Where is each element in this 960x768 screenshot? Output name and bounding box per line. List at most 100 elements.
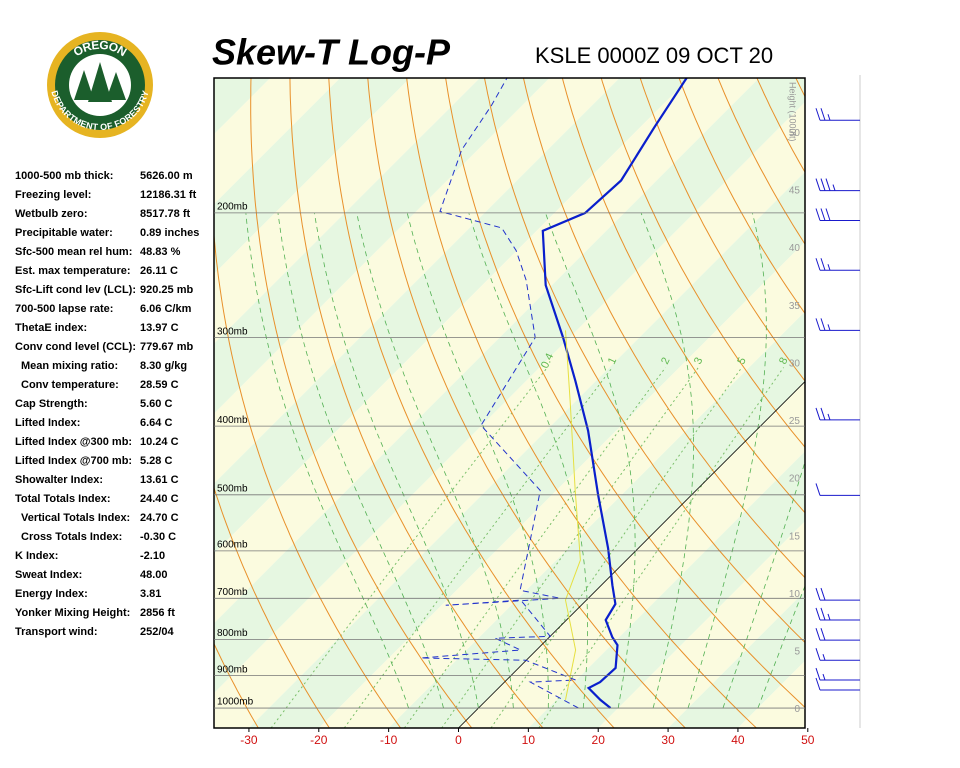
wind-barb <box>815 258 860 271</box>
pressure-label: 800mb <box>217 628 248 639</box>
index-label: Cross Totals Index: <box>21 531 122 543</box>
height-label: 10 <box>789 589 801 600</box>
index-label: Showalter Index: <box>15 474 103 486</box>
isotherm-band <box>248 171 805 728</box>
pressure-label: 700mb <box>217 587 248 598</box>
axes: 0.4 1 2 3 5 8200mb300mb400mb500mb600mb700mb80… <box>214 82 860 747</box>
indices: 1000-500 mb thick: 5626.00 m Freezing leve… <box>15 170 199 638</box>
index-value: 12186.31 ft <box>140 189 197 201</box>
isotherm-band <box>388 311 805 728</box>
mixing-ratio-label: 0.4 <box>539 351 556 370</box>
pressure-label: 1000mb <box>217 697 254 708</box>
index-label: Lifted Index: <box>15 417 80 429</box>
pressure-label: 900mb <box>217 664 248 675</box>
index-value: 10.24 C <box>140 436 179 448</box>
index-label: Sfc-Lift cond lev (LCL): <box>15 284 136 296</box>
isotherm-band <box>598 521 805 728</box>
dry-adiabat <box>872 75 960 728</box>
wind-barb <box>815 677 860 691</box>
index-label: Vertical Totals Index: <box>21 512 130 524</box>
pressure-label: 200mb <box>217 202 248 213</box>
pressure-label: 400mb <box>217 415 248 426</box>
index-value: 26.11 C <box>140 265 178 277</box>
height-label: 30 <box>789 358 801 369</box>
index-label: Est. max temperature: <box>15 265 131 277</box>
index-value: 8.30 g/kg <box>140 360 187 372</box>
wind-feathers <box>815 108 831 121</box>
dry-adiabat <box>600 78 805 448</box>
wind-barb <box>815 407 860 421</box>
temperature-label: 10 <box>522 733 536 747</box>
index-value: 8517.78 ft <box>140 208 190 220</box>
wind-barb <box>815 208 860 222</box>
height-label: 40 <box>789 243 801 254</box>
mixing-ratio-label: 2 <box>659 356 672 367</box>
dry-adiabat <box>678 78 805 315</box>
isotherm-band <box>214 78 805 694</box>
index-label: Transport wind: <box>15 626 98 638</box>
index-label: Freezing level: <box>15 189 91 201</box>
pressure-label: 300mb <box>217 326 248 337</box>
wind-barb <box>815 178 860 192</box>
index-value: 5.28 C <box>140 455 172 467</box>
wind-feathers <box>815 407 831 421</box>
index-value: 6.06 C/km <box>140 303 192 315</box>
dry-adiabat <box>522 78 805 579</box>
index-value: 3.81 <box>140 588 161 600</box>
chart-title: Skew-T Log-P <box>212 32 451 73</box>
wind-barb <box>815 318 860 331</box>
index-value: 0.89 inches <box>140 227 199 239</box>
temperature-label: 50 <box>801 733 815 747</box>
dry-adiabat <box>911 75 960 728</box>
index-value: -0.30 C <box>140 531 176 543</box>
index-value: 779.67 mb <box>140 341 193 353</box>
profile-line <box>564 330 581 700</box>
mixing-ratio-line <box>270 367 548 728</box>
mixing-ratio-line <box>538 367 785 728</box>
index-label: ThetaE index: <box>15 322 87 334</box>
mixing-ratio-line <box>441 367 699 728</box>
wind-barb <box>815 587 860 601</box>
wind-barb <box>815 667 860 681</box>
index-label: Sfc-500 mean rel hum: <box>15 246 132 258</box>
height-label: 15 <box>789 531 801 542</box>
moist-adiabat <box>468 213 588 709</box>
mixing-ratio-label: 3 <box>692 356 705 367</box>
temperature-label: 0 <box>455 733 462 747</box>
moist-adiabat <box>640 213 694 709</box>
isotherm-band <box>318 241 805 728</box>
wind-feathers <box>815 483 821 496</box>
moist-adiabat <box>314 213 479 709</box>
dry-adiabat <box>483 78 805 644</box>
wind-feathers <box>815 208 831 221</box>
logo: OREGON DEPARTMENT OF FORESTRY <box>47 32 153 138</box>
index-label: Conv temperature: <box>21 379 119 391</box>
temperature-label: -20 <box>310 733 328 747</box>
pressure-label: 600mb <box>217 540 248 551</box>
index-label: Total Totals Index: <box>15 493 111 505</box>
index-value: 2856 ft <box>140 607 175 619</box>
mixing-ratio-label: 8 <box>777 356 790 367</box>
index-label: Sweat Index: <box>15 569 82 581</box>
logo-top-text: OREGON <box>71 38 129 59</box>
index-value: 5626.00 m <box>140 170 193 182</box>
index-value: 28.59 C <box>140 379 179 391</box>
index-label: Precipitable water: <box>15 227 113 239</box>
logo-top: OREGON <box>71 38 129 59</box>
dry-adiabat <box>717 78 805 246</box>
pressure-label: 500mb <box>217 483 248 494</box>
index-value: 5.60 C <box>140 398 172 410</box>
mixing-ratio-line <box>490 367 743 728</box>
dry-adiabat <box>795 78 805 98</box>
wind-feathers <box>815 258 831 271</box>
profile-line <box>420 78 579 709</box>
dry-adiabat <box>950 75 960 728</box>
moist-adiabat <box>687 213 767 709</box>
temperature-label: -30 <box>240 733 258 747</box>
dry-adiabat <box>833 75 960 728</box>
wind-barb <box>815 483 860 496</box>
index-value: 48.83 % <box>140 246 181 258</box>
index-value: 24.40 C <box>140 493 179 505</box>
index-label: Cap Strength: <box>15 398 88 410</box>
